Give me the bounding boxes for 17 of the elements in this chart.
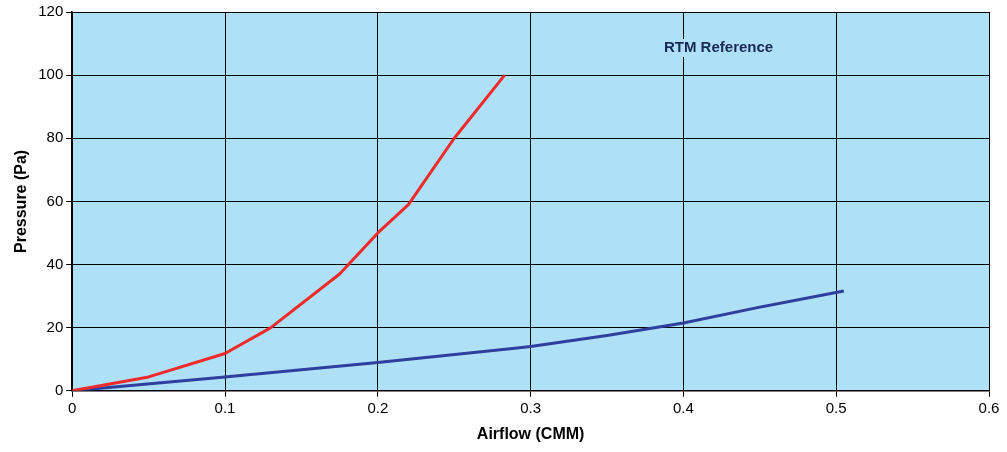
y-tick-label: 80 bbox=[46, 128, 64, 146]
y-tick-label: 100 bbox=[38, 65, 64, 83]
x-tick-label: 0.2 bbox=[367, 398, 389, 416]
y-tick-label: 0 bbox=[54, 380, 64, 398]
y-tick-label: 60 bbox=[46, 191, 64, 209]
x-tick-label: 0 bbox=[68, 398, 77, 416]
x-axis-title: Airflow (CMM) bbox=[476, 424, 585, 442]
x-tick-label: 0.5 bbox=[825, 398, 847, 416]
x-tick-label: 0.4 bbox=[672, 398, 694, 416]
y-tick-label: 20 bbox=[46, 317, 64, 335]
y-axis-title: Pressure (Pa) bbox=[12, 149, 30, 253]
y-tick-label: 40 bbox=[46, 254, 64, 272]
x-tick-label: 0.1 bbox=[214, 398, 236, 416]
x-tick-label: 0.6 bbox=[978, 398, 1000, 416]
y-tick-label: 120 bbox=[38, 2, 64, 20]
annotation: RTM Reference bbox=[663, 38, 774, 56]
x-tick-label: 0.3 bbox=[520, 398, 542, 416]
